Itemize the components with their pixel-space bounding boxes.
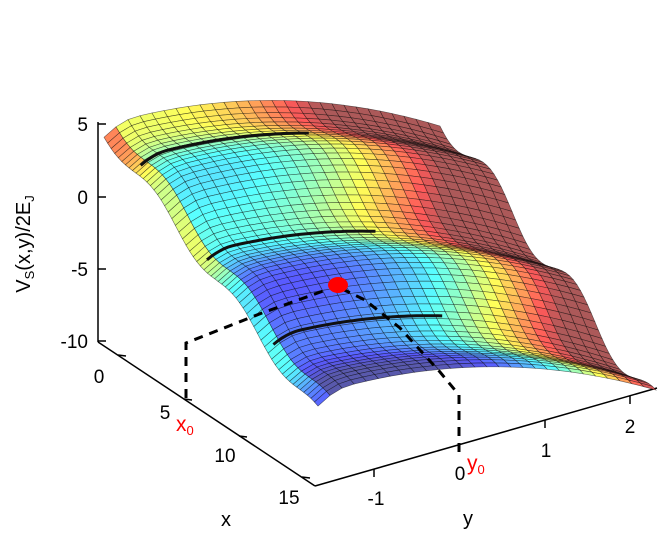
projection-lines <box>184 284 461 452</box>
valley-line-3 <box>272 314 443 346</box>
potential-surface <box>103 100 657 407</box>
z-axis-label: VS(x,y)/2EJ <box>13 195 37 292</box>
y-axis-line <box>314 387 658 487</box>
y-tick-label: 1 <box>541 441 552 462</box>
y-axis-label: y <box>463 508 473 530</box>
z-ticks: 5 0 -5 -10 <box>61 115 106 353</box>
y0-projection <box>335 284 461 452</box>
state-point <box>328 277 348 293</box>
valley-minimum-lines <box>139 131 443 346</box>
y0-label: y0 <box>467 452 485 477</box>
z-tick-label: 5 <box>77 115 88 136</box>
z-tick-label: 0 <box>77 188 88 209</box>
y-tick-label: 0 <box>455 464 466 485</box>
y-tick-label: 2 <box>625 417 636 438</box>
y-tick-label: -1 <box>368 489 385 510</box>
x-axis-line <box>97 341 316 487</box>
surface-facet <box>639 382 657 391</box>
y-ticks: -1 0 1 2 <box>368 396 636 510</box>
valley-line-1 <box>139 131 309 167</box>
x0-label: x0 <box>176 413 194 438</box>
x-ticks: 0 5 10 15 <box>94 354 311 509</box>
x-tick-label: 0 <box>94 367 105 388</box>
x-tick-label: 5 <box>160 403 171 424</box>
valley-line-2 <box>206 229 376 261</box>
z-tick-label: -5 <box>71 260 88 281</box>
x-axis-label: x <box>221 509 231 531</box>
x-tick-label: 15 <box>278 488 299 509</box>
x-tick-label: 10 <box>214 446 235 467</box>
z-tick-label: -10 <box>61 332 88 353</box>
